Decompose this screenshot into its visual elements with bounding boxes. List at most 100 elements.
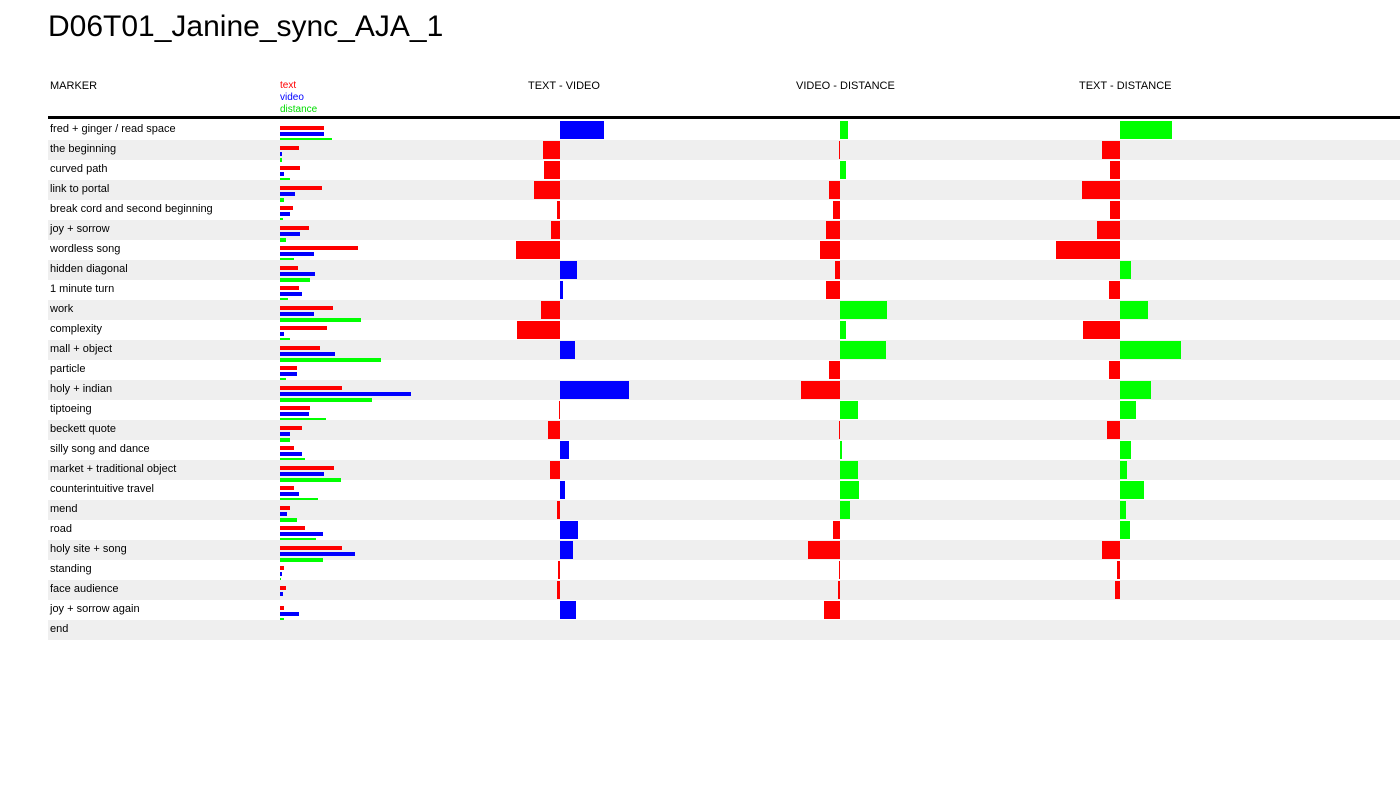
header-text-distance: TEXT - DISTANCE bbox=[1079, 80, 1172, 92]
marker-label: joy + sorrow again bbox=[50, 603, 140, 615]
table-row: break cord and second beginning bbox=[48, 200, 1400, 222]
marker-label: market + traditional object bbox=[50, 463, 177, 475]
marker-label: 1 minute turn bbox=[50, 283, 115, 295]
bar-text bbox=[280, 146, 299, 150]
header-text-video: TEXT - VIDEO bbox=[528, 80, 600, 92]
marker-label: holy site + song bbox=[50, 543, 127, 555]
bar-distance bbox=[280, 518, 297, 522]
bar-text-video bbox=[560, 541, 573, 559]
bar-text bbox=[280, 566, 284, 570]
marker-label: mend bbox=[50, 503, 78, 515]
bar-text-distance bbox=[1109, 361, 1120, 379]
marker-label: work bbox=[50, 303, 74, 315]
bar-text bbox=[280, 186, 322, 190]
bar-video-distance bbox=[840, 401, 858, 419]
bar-video-distance bbox=[840, 161, 846, 179]
table-row: mend bbox=[48, 500, 1400, 522]
bar-video bbox=[280, 472, 324, 476]
bar-text bbox=[280, 406, 310, 410]
bar-distance bbox=[280, 558, 323, 562]
bar-text-distance bbox=[1120, 261, 1131, 279]
bar-text-video bbox=[558, 561, 560, 579]
marker-label: standing bbox=[50, 563, 92, 575]
bar-video-distance bbox=[824, 601, 840, 619]
bar-text-distance bbox=[1120, 481, 1144, 499]
bar-video bbox=[280, 292, 302, 296]
bar-text bbox=[280, 426, 302, 430]
bar-text-distance bbox=[1107, 421, 1120, 439]
bar-text-video bbox=[550, 461, 560, 479]
bar-text bbox=[280, 166, 300, 170]
bar-text bbox=[280, 226, 309, 230]
bar-text-distance bbox=[1120, 341, 1181, 359]
bar-text-distance bbox=[1120, 401, 1136, 419]
table-row: silly song and dance bbox=[48, 440, 1400, 462]
marker-label: fred + ginger / read space bbox=[50, 123, 176, 135]
bar-video-distance bbox=[826, 221, 840, 239]
bar-distance bbox=[280, 398, 372, 402]
bar-text-video bbox=[534, 181, 560, 199]
bar-text bbox=[280, 346, 320, 350]
bar-text bbox=[280, 206, 293, 210]
table-row: end bbox=[48, 620, 1400, 640]
bar-text-video bbox=[543, 141, 560, 159]
marker-label: wordless song bbox=[50, 243, 121, 255]
table-row: particle bbox=[48, 360, 1400, 382]
bar-video bbox=[280, 132, 324, 136]
bar-text-distance bbox=[1120, 521, 1130, 539]
table-row: face audience bbox=[48, 580, 1400, 600]
bar-text bbox=[280, 326, 327, 330]
bar-text-video bbox=[548, 421, 560, 439]
marker-label: break cord and second beginning bbox=[50, 203, 213, 215]
bar-video bbox=[280, 212, 290, 216]
bar-text-distance bbox=[1120, 441, 1131, 459]
bar-video-distance bbox=[839, 141, 840, 159]
legend-distance: distance bbox=[280, 104, 318, 115]
table-row: 1 minute turn bbox=[48, 280, 1400, 302]
bar-distance bbox=[280, 278, 310, 282]
table-row: beckett quote bbox=[48, 420, 1400, 442]
table-row: curved path bbox=[48, 160, 1400, 182]
bar-video bbox=[280, 432, 290, 436]
marker-label: counterintuitive travel bbox=[50, 483, 154, 495]
table-row: hidden diagonal bbox=[48, 260, 1400, 282]
page-title: D06T01_Janine_sync_AJA_1 bbox=[48, 10, 444, 43]
bar-text bbox=[280, 306, 333, 310]
table-row: tiptoeing bbox=[48, 400, 1400, 422]
bar-video bbox=[280, 592, 283, 596]
bar-video bbox=[280, 192, 295, 196]
table-row: mall + object bbox=[48, 340, 1400, 362]
bar-distance bbox=[280, 358, 381, 362]
bar-video-distance bbox=[839, 421, 840, 439]
marker-label: hidden diagonal bbox=[50, 263, 128, 275]
bar-text-video bbox=[551, 221, 560, 239]
bar-video bbox=[280, 452, 302, 456]
bar-text-video bbox=[559, 401, 560, 419]
bar-text bbox=[280, 286, 299, 290]
bar-video-distance bbox=[833, 201, 840, 219]
bar-video-distance bbox=[840, 301, 887, 319]
bar-video bbox=[280, 512, 287, 516]
bar-video-distance bbox=[801, 381, 840, 399]
bar-video-distance bbox=[840, 481, 859, 499]
bar-video bbox=[280, 312, 314, 316]
bar-text-distance bbox=[1110, 161, 1120, 179]
bar-text-video bbox=[560, 601, 576, 619]
bar-video bbox=[280, 272, 315, 276]
marker-label: particle bbox=[50, 363, 86, 375]
bar-text-distance bbox=[1115, 581, 1120, 599]
bar-text-distance bbox=[1082, 181, 1120, 199]
table-row: fred + ginger / read space bbox=[48, 120, 1400, 142]
bar-video-distance bbox=[840, 501, 850, 519]
marker-label: beckett quote bbox=[50, 423, 117, 435]
bar-video-distance bbox=[839, 561, 840, 579]
bar-video bbox=[280, 532, 323, 536]
bar-video bbox=[280, 332, 284, 336]
marker-label: holy + indian bbox=[50, 383, 113, 395]
marker-label: silly song and dance bbox=[50, 443, 150, 455]
marker-table: fred + ginger / read space the beginning c… bbox=[48, 120, 1400, 640]
bar-text-video bbox=[560, 441, 569, 459]
marker-label: complexity bbox=[50, 323, 102, 335]
table-row: work bbox=[48, 300, 1400, 322]
bar-text bbox=[280, 586, 286, 590]
